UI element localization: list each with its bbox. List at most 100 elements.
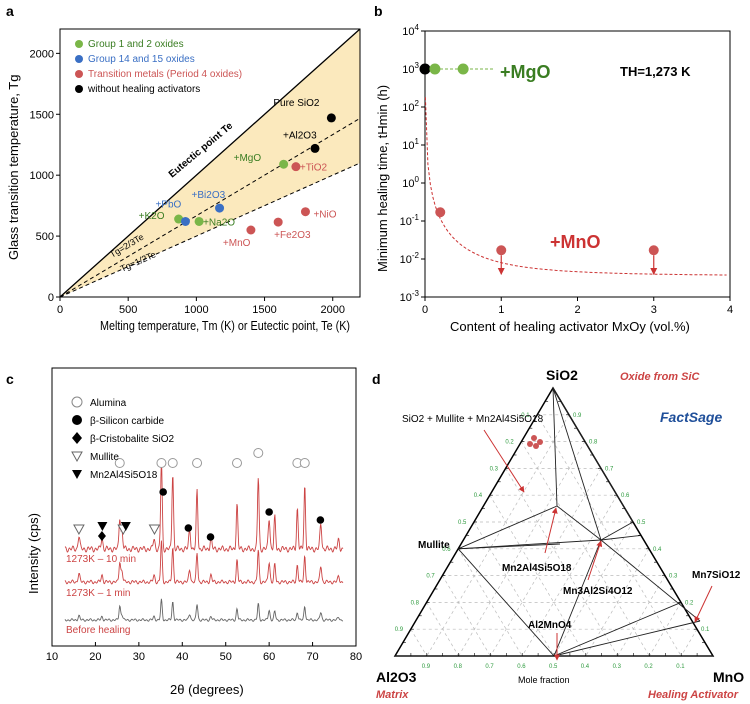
phase-boundaries bbox=[395, 387, 713, 657]
phase-boundary bbox=[600, 534, 642, 541]
grid-line bbox=[426, 414, 570, 657]
panel-b-letter: b bbox=[374, 3, 383, 19]
tick-label-left: 0.4 bbox=[474, 493, 483, 499]
vertex-note-right: Healing Activator bbox=[648, 689, 739, 701]
x-tick-label: 4 bbox=[727, 304, 733, 316]
y-tick-label: 10-3 bbox=[400, 289, 420, 304]
phase-boundary bbox=[458, 505, 558, 550]
tick-label-right: 0.9 bbox=[573, 413, 582, 419]
mgo-point bbox=[429, 63, 441, 75]
tick-label-left: 0.9 bbox=[395, 627, 404, 633]
data-point bbox=[310, 143, 320, 153]
sic-marker bbox=[206, 533, 215, 541]
factsage-logo: FactSage bbox=[657, 405, 723, 427]
legend-marker-transition bbox=[75, 70, 83, 78]
phase-boundary bbox=[553, 601, 682, 657]
mgo-label: +MgO bbox=[500, 62, 551, 82]
tick-label-left: 0.3 bbox=[490, 466, 499, 472]
vertex-note-left: Matrix bbox=[376, 689, 409, 701]
alumina-marker bbox=[253, 448, 264, 458]
grid-line bbox=[426, 602, 459, 657]
mullite-marker bbox=[73, 524, 85, 536]
trace-label-before: Before healing bbox=[66, 625, 131, 636]
data-point bbox=[273, 217, 283, 227]
th-label: TH=1,273 K bbox=[620, 64, 691, 79]
mullite-marker bbox=[148, 524, 161, 536]
legend-mn-phase-icon bbox=[72, 470, 82, 479]
data-point bbox=[194, 216, 204, 226]
tick-label-bottom: 0.8 bbox=[454, 664, 463, 670]
y-tick-label: 101 bbox=[402, 137, 419, 152]
mgo-point bbox=[457, 63, 469, 75]
mno-fit-curve bbox=[424, 97, 727, 276]
y-tick-label: 104 bbox=[402, 23, 419, 38]
legend-sic-icon bbox=[72, 415, 82, 425]
panel-c-ylabel: Intensity (cps) bbox=[26, 513, 41, 594]
line-eutectic bbox=[59, 28, 361, 298]
x-tick-label: 1000 bbox=[184, 304, 208, 316]
mn-phase-marker bbox=[97, 522, 108, 531]
grid-line bbox=[553, 521, 634, 657]
grid-line bbox=[473, 521, 555, 657]
y-tick-label: 100 bbox=[402, 175, 419, 190]
y-tick-label: 103 bbox=[402, 61, 419, 76]
y-tick-label: 0 bbox=[48, 292, 54, 304]
panel-c: c 10 20 30 40 50 60 70 80 Alumina β-Silicon car… bbox=[6, 367, 362, 697]
y-tick-label: 102 bbox=[402, 99, 419, 114]
alumina-marker bbox=[192, 458, 203, 468]
phase-label-mullite: Mullite bbox=[418, 540, 450, 551]
vertex-al2o3: Al2O3 bbox=[376, 669, 417, 685]
x-tick-label: 70 bbox=[306, 651, 318, 663]
x-tick-label: 3 bbox=[651, 304, 657, 316]
legend-marker-nohealing bbox=[75, 85, 83, 93]
xrd-trace-10min bbox=[64, 459, 344, 553]
x-tick-label: 0 bbox=[422, 304, 428, 316]
alumina-marker bbox=[299, 458, 310, 468]
phase-boundary bbox=[553, 539, 602, 657]
phase-boundary bbox=[600, 539, 701, 622]
grid-line bbox=[680, 629, 698, 657]
panel-d: d 0.90.90.90.80.80.80.70.70.70.60.60.60.… bbox=[372, 367, 744, 701]
legend-sic: β-Silicon carbide bbox=[90, 416, 165, 427]
panel-b: b 0 1 2 3 4 10-3 10-2 10-1 100 101 102 103 104 TH=1,… bbox=[374, 3, 733, 334]
xrd-peak-markers bbox=[73, 448, 325, 541]
phase-boundary bbox=[552, 387, 602, 541]
panel-b-xlabel: Content of healing activator MxOy (vol.%… bbox=[450, 319, 690, 334]
tick-label-right: 0.4 bbox=[653, 547, 662, 553]
alumina-marker bbox=[156, 458, 167, 468]
alumina-marker bbox=[167, 458, 178, 468]
tick-label-bottom: 0.2 bbox=[644, 664, 653, 670]
line-two-thirds bbox=[59, 117, 361, 298]
svg-text:FactSage: FactSage bbox=[660, 409, 722, 425]
point-label: +MgO bbox=[234, 153, 262, 164]
mno-point bbox=[648, 245, 659, 256]
tick-label-left: 0.1 bbox=[521, 413, 530, 419]
data-point bbox=[279, 159, 289, 169]
x-tick-label: 1 bbox=[498, 304, 504, 316]
legend-nohealing: without healing activators bbox=[87, 84, 200, 95]
phase-boundary bbox=[552, 387, 558, 507]
tick-label-bottom: 0.6 bbox=[517, 664, 526, 670]
y-tick-label: 10-1 bbox=[400, 213, 420, 228]
tick-label-left: 0.5 bbox=[458, 520, 467, 526]
vertex-mno: MnO bbox=[713, 669, 744, 685]
panel-a-ylabel: Glass transition temperature, Tg bbox=[6, 75, 21, 260]
mno-point bbox=[496, 245, 507, 256]
tick-label-bottom: 0.1 bbox=[676, 664, 685, 670]
tick-label-bottom: 0.3 bbox=[613, 664, 622, 670]
tick-label-bottom: 0.4 bbox=[581, 664, 590, 670]
phase-label-mn3al2si4o12: Mn3Al2Si4O12 bbox=[563, 586, 633, 597]
cristobalite-marker bbox=[97, 531, 106, 541]
arrow-mn3al2si4o12 bbox=[587, 540, 603, 581]
y-tick-label: 1000 bbox=[30, 170, 54, 182]
phase-boundary bbox=[457, 548, 555, 657]
panel-a-letter: a bbox=[6, 3, 14, 19]
vertex-sio2: SiO2 bbox=[546, 367, 578, 383]
legend-group12: Group 1 and 2 oxides bbox=[88, 39, 184, 50]
sic-marker bbox=[316, 516, 325, 524]
panel-c-ticks: 10 20 30 40 50 60 70 80 bbox=[46, 642, 362, 663]
vertex-note-top: Oxide from SiC bbox=[620, 371, 701, 383]
phase-boundary bbox=[556, 505, 602, 541]
